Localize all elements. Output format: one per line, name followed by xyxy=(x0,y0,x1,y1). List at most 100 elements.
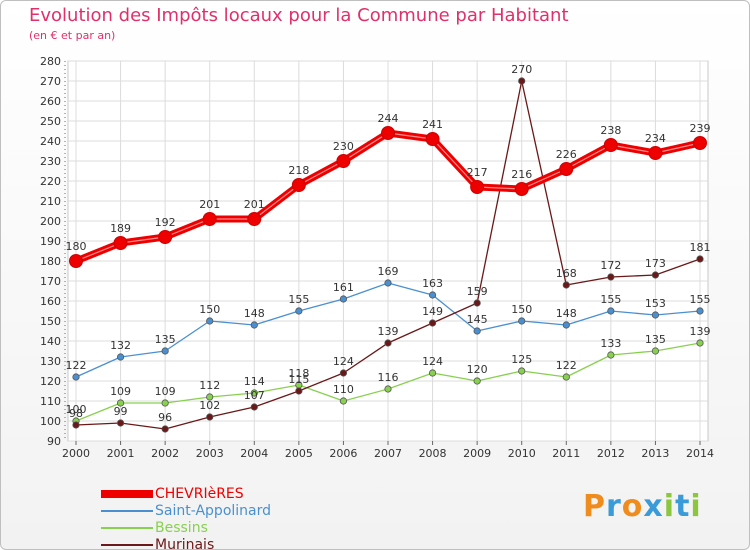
data-point xyxy=(116,419,125,427)
data-label: 124 xyxy=(333,355,354,368)
y-tick-label: 190 xyxy=(40,235,61,248)
legend-item: CHEVRIèRES xyxy=(101,486,271,502)
x-tick-label: 2009 xyxy=(463,447,491,460)
legend-swatch xyxy=(101,544,153,546)
data-label: 132 xyxy=(110,339,131,352)
data-label: 100 xyxy=(66,403,87,416)
data-label: 148 xyxy=(244,307,265,320)
data-label: 201 xyxy=(244,198,265,211)
data-point xyxy=(381,126,395,140)
data-point xyxy=(72,421,80,429)
data-label: 116 xyxy=(378,371,399,384)
x-tick-label: 2002 xyxy=(151,447,179,460)
data-point xyxy=(428,291,437,299)
x-tick-label: 2013 xyxy=(641,447,669,460)
legend-item: Saint-Appolinard xyxy=(101,503,271,519)
data-label: 155 xyxy=(690,293,711,306)
data-point xyxy=(336,154,351,168)
data-label: 120 xyxy=(467,363,488,376)
data-label: 173 xyxy=(645,257,666,270)
data-label: 109 xyxy=(110,385,131,398)
series-saint-appolinard: 122 132 135 150 148 155 161 169 163 145 150 148 155 1… xyxy=(66,265,711,381)
data-point xyxy=(473,327,481,335)
data-label: 153 xyxy=(645,297,666,310)
data-label: 148 xyxy=(556,307,577,320)
data-point xyxy=(206,393,214,401)
data-point xyxy=(295,387,303,395)
y-tick-label: 100 xyxy=(40,415,61,428)
data-point xyxy=(384,385,392,393)
data-point xyxy=(607,273,615,281)
logo-letter: r xyxy=(606,489,622,524)
y-tick-label: 220 xyxy=(40,175,61,188)
y-tick-label: 250 xyxy=(40,115,61,128)
x-tick-label: 2001 xyxy=(107,447,135,460)
data-label: 115 xyxy=(288,373,309,386)
data-point xyxy=(116,353,125,361)
y-tick-label: 200 xyxy=(40,215,61,228)
data-point xyxy=(72,373,80,381)
data-label: 98 xyxy=(69,407,83,420)
y-tick-label: 280 xyxy=(40,55,61,68)
data-point xyxy=(250,389,258,397)
data-point xyxy=(161,399,169,407)
data-point xyxy=(696,307,704,315)
y-tick-label: 120 xyxy=(40,375,61,388)
data-label: 150 xyxy=(199,303,220,316)
y-tick-label: 180 xyxy=(40,255,61,268)
y-tick-label: 130 xyxy=(40,355,61,368)
y-tick-label: 150 xyxy=(40,315,61,328)
x-tick-label: 2008 xyxy=(419,447,447,460)
legend-swatch xyxy=(101,510,153,512)
logo-letter: i xyxy=(690,489,702,524)
y-tick-label: 210 xyxy=(40,195,61,208)
data-point xyxy=(473,377,481,385)
y-tick-label: 140 xyxy=(40,335,61,348)
data-label: 122 xyxy=(66,359,87,372)
data-point xyxy=(161,425,169,433)
x-tick-label: 2006 xyxy=(329,447,357,460)
logo-letter: i xyxy=(663,489,676,524)
series-bessins: 100 109 109 112 114 118 110 116 124 120 125 122 133 1… xyxy=(66,325,711,425)
data-point xyxy=(562,373,570,381)
legend-label: CHEVRIèRES xyxy=(155,486,244,502)
data-label: 201 xyxy=(199,198,220,211)
data-point xyxy=(339,295,348,303)
data-label: 135 xyxy=(155,333,176,346)
data-label: 124 xyxy=(422,355,443,368)
data-point xyxy=(116,399,125,407)
data-label: 155 xyxy=(600,293,621,306)
data-label: 169 xyxy=(378,265,399,278)
data-point xyxy=(202,212,217,226)
legend-label: Murinais xyxy=(155,537,215,550)
data-label: 238 xyxy=(600,124,621,137)
data-label: 226 xyxy=(556,148,577,161)
data-label: 218 xyxy=(288,164,309,177)
data-label: 96 xyxy=(158,411,172,424)
legend-swatch xyxy=(101,527,153,529)
y-tick-label: 90 xyxy=(47,435,61,448)
data-label: 102 xyxy=(199,399,220,412)
data-label: 172 xyxy=(600,259,621,272)
data-point xyxy=(339,369,348,377)
data-point xyxy=(562,321,570,329)
x-tick-label: 2012 xyxy=(597,447,625,460)
data-point xyxy=(518,317,526,325)
data-point xyxy=(250,403,258,411)
data-label: 118 xyxy=(288,367,309,380)
data-label: 150 xyxy=(511,303,532,316)
x-tick-label: 2010 xyxy=(508,447,536,460)
data-label: 189 xyxy=(110,222,131,235)
legend-item: Bessins xyxy=(101,520,271,536)
x-tick-label: 2011 xyxy=(552,447,580,460)
data-label: 192 xyxy=(155,216,176,229)
data-point xyxy=(651,347,660,355)
series-chevri-res: 180 189 192 201 201 218 230 244 241 217 216 226 238 2… xyxy=(66,112,711,268)
data-label: 168 xyxy=(556,267,577,280)
proxiti-logo: Proxiti xyxy=(583,489,702,524)
data-point xyxy=(247,212,262,226)
data-point xyxy=(161,347,169,355)
data-point xyxy=(648,146,663,160)
